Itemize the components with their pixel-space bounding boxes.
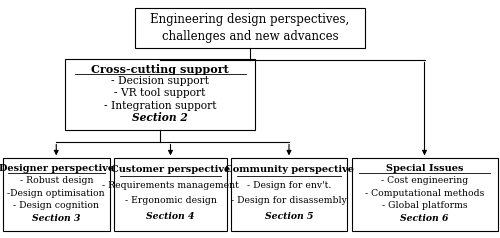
Text: Customer perspective: Customer perspective bbox=[111, 165, 230, 174]
Bar bbox=[114, 158, 227, 231]
Bar bbox=[2, 158, 110, 231]
Text: - VR tool support: - VR tool support bbox=[114, 88, 206, 98]
Text: Section 3: Section 3 bbox=[32, 214, 80, 223]
Text: - Decision support: - Decision support bbox=[111, 76, 209, 86]
Text: Engineering design perspectives,
challenges and new advances: Engineering design perspectives, challen… bbox=[150, 13, 350, 43]
Text: - Global platforms: - Global platforms bbox=[382, 201, 468, 210]
Text: Section 5: Section 5 bbox=[265, 212, 313, 221]
Text: Community perspective: Community perspective bbox=[224, 165, 354, 174]
Text: - Requirements management: - Requirements management bbox=[102, 181, 239, 190]
Text: -Design optimisation: -Design optimisation bbox=[8, 189, 105, 198]
Text: Section 4: Section 4 bbox=[146, 212, 194, 221]
Text: Cross-cutting support: Cross-cutting support bbox=[91, 64, 229, 74]
Text: - Computational methods: - Computational methods bbox=[365, 189, 484, 198]
Text: Designer perspective: Designer perspective bbox=[0, 164, 114, 173]
Text: - Design for env't.: - Design for env't. bbox=[247, 181, 331, 190]
Text: - Integration support: - Integration support bbox=[104, 101, 216, 111]
Text: Section 2: Section 2 bbox=[132, 112, 188, 123]
Text: - Ergonomic design: - Ergonomic design bbox=[124, 196, 216, 205]
Text: - Design cognition: - Design cognition bbox=[13, 201, 99, 210]
Bar bbox=[231, 158, 347, 231]
Bar bbox=[65, 60, 255, 130]
Text: Special Issues: Special Issues bbox=[386, 164, 463, 173]
Text: - Cost engineering: - Cost engineering bbox=[381, 176, 468, 185]
Bar bbox=[135, 8, 365, 48]
Text: Section 6: Section 6 bbox=[400, 214, 448, 223]
Bar bbox=[352, 158, 498, 231]
Text: - Robust design: - Robust design bbox=[20, 176, 93, 185]
Text: - Design for disassembly: - Design for disassembly bbox=[231, 196, 347, 205]
